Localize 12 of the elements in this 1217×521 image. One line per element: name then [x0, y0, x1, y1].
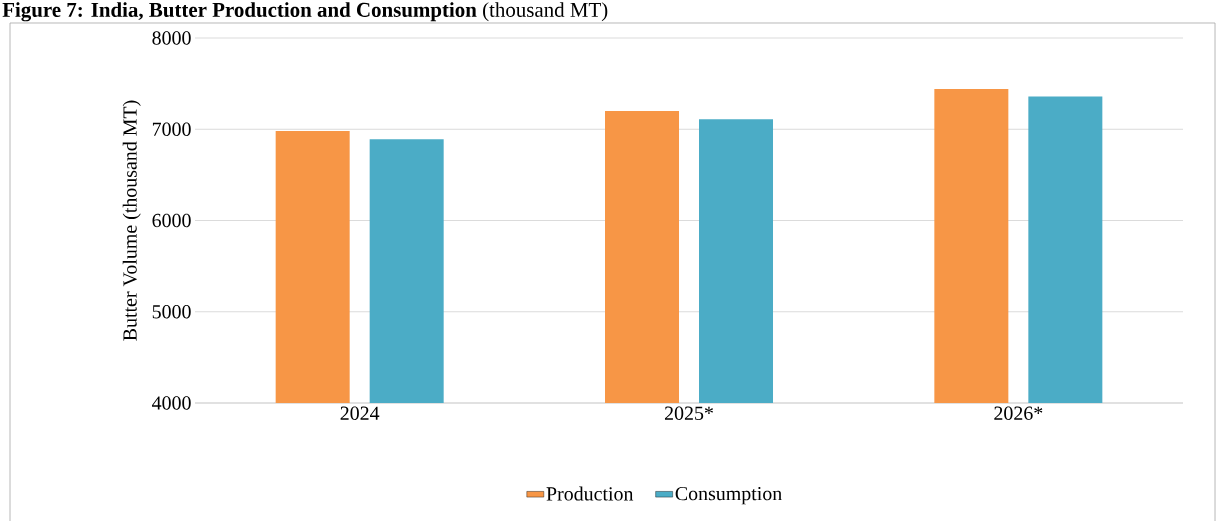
- y-axis-title: Butter Volume (thousand MT): [122, 100, 141, 341]
- y-tick-label: 6000: [152, 213, 191, 228]
- legend-label: Production: [546, 486, 634, 501]
- y-tick-label: 4000: [152, 396, 191, 410]
- y-tick-label: 8000: [152, 31, 191, 45]
- x-tick-label: 2024: [340, 406, 380, 420]
- y-tick-label: 5000: [152, 305, 191, 319]
- legend-label: Consumption: [675, 486, 782, 505]
- x-tick-label: 2026*: [994, 406, 1043, 420]
- y-tick-label: 7000: [152, 122, 191, 136]
- chart-title: Figure 7: India, Butter Production and Consumption (thousand MT): [2, 2, 608, 22]
- x-tick-label: 2025*: [664, 406, 713, 420]
